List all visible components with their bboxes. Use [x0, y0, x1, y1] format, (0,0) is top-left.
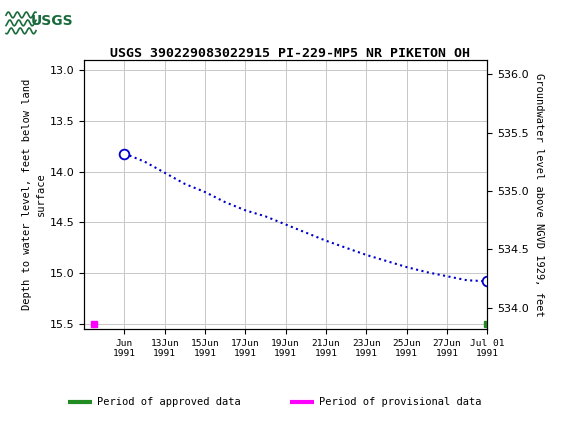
- Text: Period of approved data: Period of approved data: [97, 397, 241, 407]
- Y-axis label: Groundwater level above NGVD 1929, feet: Groundwater level above NGVD 1929, feet: [534, 73, 544, 316]
- Y-axis label: Depth to water level, feet below land
surface: Depth to water level, feet below land su…: [22, 79, 45, 310]
- Text: Period of provisional data: Period of provisional data: [319, 397, 481, 407]
- Text: USGS: USGS: [31, 14, 73, 28]
- Bar: [4, 3, 72, 38]
- Text: USGS 390229083022915 PI-229-MP5 NR PIKETON OH: USGS 390229083022915 PI-229-MP5 NR PIKET…: [110, 47, 470, 60]
